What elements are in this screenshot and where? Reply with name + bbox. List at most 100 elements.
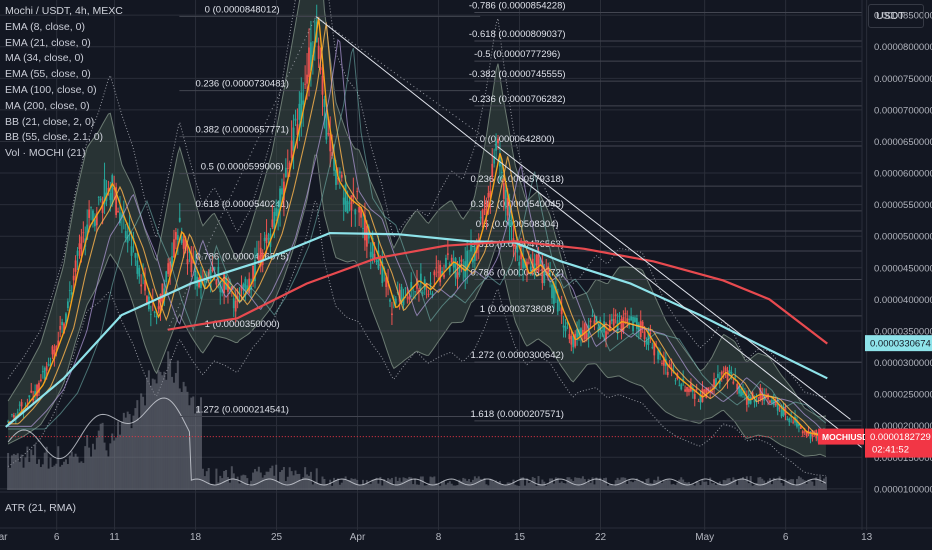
volume-bar [545,485,548,490]
legend-ma-200[interactable]: MA (200, close, 0) [5,99,90,112]
legend-bb-55[interactable]: BB (55, close, 2.1, 0) [5,131,104,144]
candle-body [367,226,370,239]
legend-ema-55[interactable]: EMA (55, close, 0) [5,68,91,81]
candle-body [666,371,669,376]
candle-body [753,399,756,403]
volume-bar [703,481,706,490]
legend-ema-21[interactable]: EMA (21, close, 0) [5,36,91,49]
legend-bb-21[interactable]: BB (21, close, 2, 0) [5,115,95,128]
volume-bar [589,482,592,490]
candle-body [439,264,442,283]
candle-body [369,251,372,258]
candle-body [713,379,715,389]
volume-bar [568,477,571,490]
volume-bar [142,396,145,490]
candle-body [92,210,94,221]
candle-body [68,290,71,291]
volume-bar [36,463,39,490]
volume-bar [454,485,457,490]
candle-body [493,156,496,164]
volume-bar [495,480,498,490]
volume-bar [716,483,719,490]
volume-bar [516,485,519,490]
candle-body [734,376,737,378]
candle-body [12,415,15,418]
volume-bar [512,479,515,490]
candle-body [80,236,83,257]
candle-body [404,287,407,289]
candle-body [662,357,665,366]
volume-bar [319,483,322,490]
volume-bar [338,484,341,490]
volume-bar [622,477,625,490]
volume-bar [699,485,702,490]
volume-bar [593,484,596,490]
candle-body [109,193,112,201]
legend-ma-34[interactable]: MA (34, close, 0) [5,52,84,65]
volume-bar [365,480,368,490]
candle-body [327,133,330,135]
x-tick-label: 22 [595,532,607,543]
volume-bar [576,477,579,490]
volume-bar [263,475,266,490]
volume-bar [444,484,447,490]
candle-body [171,256,173,269]
volume-bar [813,485,816,490]
candle-body [76,250,79,256]
candle-body [259,247,262,267]
atr-pane-label[interactable]: ATR (21, RMA) [5,502,76,514]
candle-body [456,272,459,280]
candle-body [294,118,297,121]
candle-body [59,325,62,330]
fib-anchor-line-left [167,16,317,330]
candle-body [115,187,118,216]
legend-volume[interactable]: Vol · MOCHI (21) [5,147,86,160]
candle-body [514,245,517,249]
volume-bar [790,479,793,490]
volume-bar [171,376,174,490]
volume-bar [306,474,309,490]
candle-body [317,45,320,59]
candle-body [157,306,160,310]
volume-bar [795,478,798,490]
candle-body [53,349,56,359]
volume-bar [113,440,116,490]
y-tick-label: 0.0000550000 [874,200,932,211]
candle-body [641,321,644,329]
candle-body [373,253,376,259]
candle-body [39,379,42,382]
volume-bar [182,381,185,490]
volume-bar [352,478,355,490]
candle-body [601,330,604,332]
volume-bar [751,485,754,490]
volume-bar [543,481,546,490]
ema-100-price-tag [865,335,932,352]
candle-body [560,307,563,315]
volume-bar [626,483,629,490]
candle-body [281,188,283,195]
candle-body [483,208,486,210]
candle-body [693,394,696,399]
volume-bar [93,449,96,490]
candle-body [624,313,627,315]
legend-ema-8[interactable]: EMA (8, close, 0) [5,20,85,33]
volume-bar [213,485,216,490]
volume-bar [805,483,808,490]
volume-bar [230,466,233,490]
candle-body [580,328,582,337]
volume-bar [22,467,25,490]
volume-bar [144,405,147,490]
volume-bar [564,483,567,490]
last-price-value: 0.0000182729 [870,432,931,443]
volume-bar [196,407,199,490]
fib-right-label: 1.272 (0.0000300642) [470,350,564,361]
candle-body [408,296,411,300]
symbol-title[interactable]: Mochi / USDT, 4h, MEXC [5,5,123,17]
trendlines[interactable] [167,16,863,449]
legend-ema-100[interactable]: EMA (100, close, 0) [5,83,97,96]
volume-bar [801,479,804,490]
candle-body [400,286,403,304]
volume-bar [659,480,662,490]
currency-button[interactable]: USDT [868,4,924,28]
